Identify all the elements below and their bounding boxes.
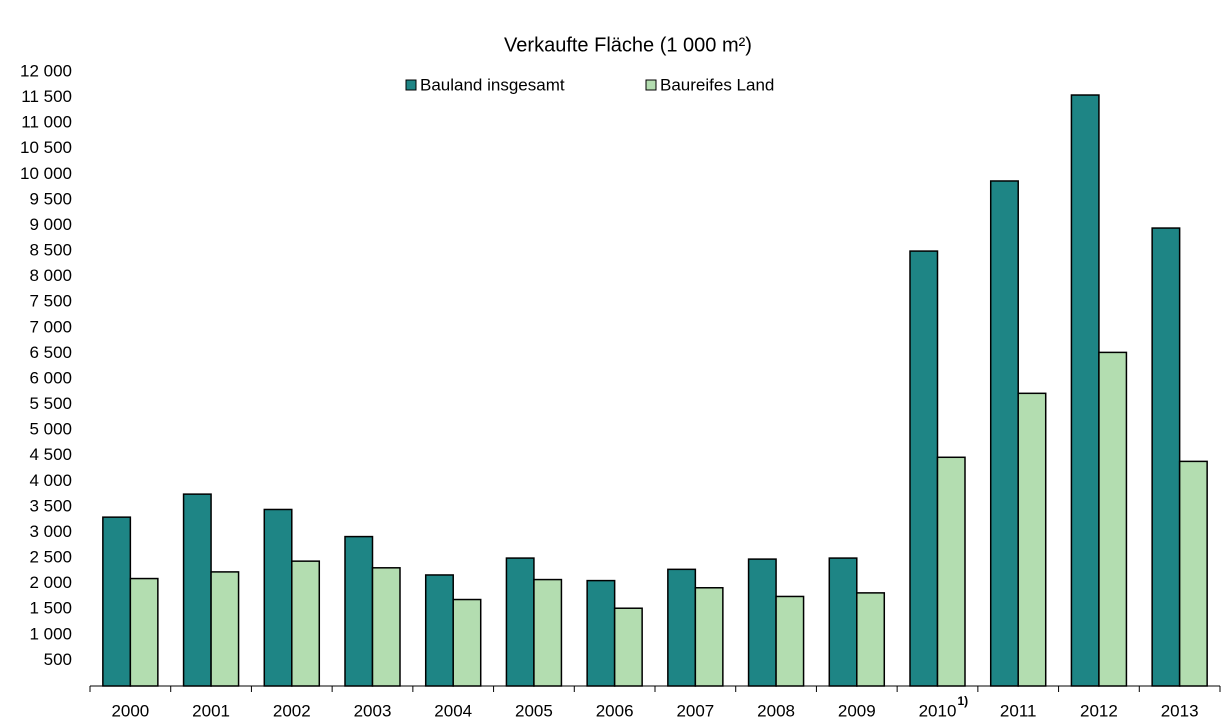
x-tick-superscript: 1) (958, 694, 969, 708)
bar (371, 567, 401, 687)
bar (210, 571, 240, 687)
y-tick-label: 1 000 (29, 624, 72, 643)
bar (586, 579, 616, 687)
x-tick-label: 2007 (676, 701, 714, 720)
y-tick-label: 11 000 (21, 113, 72, 132)
bar (613, 607, 643, 687)
x-tick-label: 2001 (192, 701, 230, 720)
y-tick-label: 6 000 (29, 368, 72, 387)
bar (1070, 94, 1100, 687)
bar (747, 558, 777, 687)
y-tick-label: 8 000 (29, 266, 72, 285)
y-tick-label: 7 500 (29, 292, 72, 311)
bar (828, 557, 858, 687)
y-tick-label: 10 000 (20, 164, 72, 183)
bar (533, 578, 563, 687)
bar (856, 592, 886, 687)
legend-swatch (405, 79, 417, 91)
y-tick-label: 2 500 (29, 548, 72, 567)
x-tick-label: 2011 (1000, 701, 1037, 720)
x-tick-label: 2012 (1080, 701, 1118, 720)
bar (424, 574, 454, 687)
x-tick-label: 2008 (757, 701, 795, 720)
bar (1151, 227, 1181, 687)
y-tick-label: 5 000 (29, 420, 72, 439)
bar (1017, 392, 1047, 687)
x-tick-label: 2000 (111, 701, 149, 720)
y-tick-label: 6 500 (29, 343, 72, 362)
bar (182, 493, 212, 687)
y-tick-label: 3 500 (29, 496, 72, 515)
y-tick-label: 7 000 (29, 317, 72, 336)
x-tick-label: 2003 (354, 701, 392, 720)
x-tick-label: 2006 (596, 701, 634, 720)
y-tick-label: 10 500 (20, 138, 72, 157)
y-tick-label: 3 000 (29, 522, 72, 541)
chart-title: Verkaufte Fläche (1 000 m²) (504, 34, 752, 56)
y-tick-label: 500 (44, 650, 72, 669)
y-tick-label: 5 500 (29, 394, 72, 413)
x-tick-label: 2013 (1161, 701, 1199, 720)
legend-label: Bauland insgesamt (420, 75, 565, 94)
bar (775, 595, 805, 687)
bar (694, 587, 724, 687)
x-tick-label: 2004 (434, 701, 472, 720)
x-tick-label: 2010 (919, 701, 957, 720)
bar (1178, 460, 1208, 687)
bar (452, 598, 482, 687)
y-tick-label: 12 000 (20, 61, 72, 80)
x-tick-label: 2002 (273, 701, 311, 720)
y-tick-label: 2 000 (29, 573, 72, 592)
bar (291, 560, 321, 687)
y-tick-label: 4 000 (29, 471, 72, 490)
y-tick-label: 11 500 (21, 87, 72, 106)
y-tick-label: 8 500 (29, 241, 72, 260)
y-tick-label: 9 500 (29, 189, 72, 208)
x-tick-label: 2005 (515, 701, 553, 720)
bar (263, 508, 293, 687)
x-tick-label: 2009 (838, 701, 876, 720)
y-tick-label: 4 500 (29, 445, 72, 464)
y-tick-label: 9 000 (29, 215, 72, 234)
bar (1098, 351, 1128, 687)
bar (909, 250, 939, 687)
bar (667, 568, 697, 687)
legend-swatch (645, 79, 657, 91)
bar (936, 456, 966, 687)
bar (129, 577, 159, 687)
legend-label: Baureifes Land (660, 75, 774, 94)
bar (102, 516, 132, 687)
bar (505, 557, 535, 687)
y-tick-label: 1 500 (29, 599, 72, 618)
bar (344, 535, 374, 687)
bar (989, 180, 1019, 687)
